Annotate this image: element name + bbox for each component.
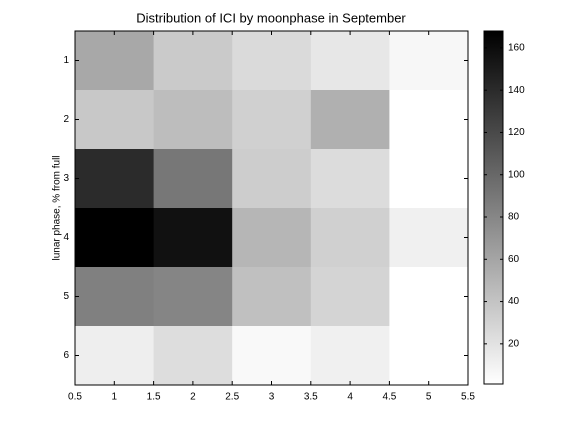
- x-tick-label: 5.5: [461, 392, 475, 403]
- heatmap-cell: [310, 208, 390, 268]
- x-tick-label: 0.5: [68, 392, 82, 403]
- heatmap-cell: [310, 267, 390, 327]
- x-tick-label: 1: [112, 392, 118, 403]
- chart-title: Distribution of ICI by moonphase in Sept…: [136, 10, 406, 25]
- heatmap-cell: [232, 31, 312, 91]
- heatmap-cell: [75, 208, 155, 268]
- y-tick-label: 5: [63, 291, 69, 302]
- heatmap-cell: [232, 208, 312, 268]
- heatmap-cell: [153, 90, 233, 150]
- y-tick-label: 1: [63, 55, 69, 66]
- y-tick-label: 2: [63, 114, 69, 125]
- heatmap-cell: [232, 326, 312, 386]
- colorbar-tick-label: 60: [508, 254, 520, 265]
- heatmap-cell: [75, 31, 155, 91]
- x-tick-label: 3.5: [304, 392, 318, 403]
- heatmap-cell: [389, 267, 469, 327]
- heatmap-cell: [232, 267, 312, 327]
- x-tick-label: 1.5: [147, 392, 161, 403]
- heatmap-cell: [232, 90, 312, 150]
- heatmap-cell: [389, 326, 469, 386]
- x-tick-label: 3: [269, 392, 275, 403]
- axes: 0.5 1 1.5 2 2.5 3 3.5 4 4.5 5 5.5 1 2 3 4 5 6 20 40 60 80 100…: [63, 30, 525, 403]
- heatmap-cell: [75, 326, 155, 386]
- colorbar-tick-label: 160: [508, 43, 525, 54]
- heatmap-cell: [75, 267, 155, 327]
- colorbar-tick-label: 20: [508, 338, 520, 349]
- y-axis-label: lunar phase, % from full: [52, 155, 63, 260]
- heatmap-cell: [389, 31, 469, 91]
- x-tick-label: 2.5: [225, 392, 239, 403]
- heatmap-cell: [389, 208, 469, 268]
- heatmap-cell: [153, 149, 233, 209]
- heatmap-cell: [310, 90, 390, 150]
- heatmap-cells: [75, 31, 469, 386]
- colorbar-frame: [483, 30, 504, 385]
- y-tick-label: 6: [63, 350, 69, 361]
- colorbar: [484, 31, 503, 384]
- heatmap-cell: [153, 208, 233, 268]
- colorbar-tick-label: 80: [508, 212, 520, 223]
- heatmap-cell: [232, 149, 312, 209]
- heatmap-cell: [310, 326, 390, 386]
- heatmap-cell: [75, 90, 155, 150]
- colorbar-tick-label: 100: [508, 169, 525, 180]
- x-tick-label: 2: [190, 392, 196, 403]
- y-tick-label: 3: [63, 173, 69, 184]
- colorbar-tick-label: 140: [508, 85, 525, 96]
- heatmap-cell: [310, 31, 390, 91]
- x-tick-label: 4: [347, 392, 353, 403]
- y-tick-label: 4: [63, 232, 69, 243]
- heatmap-cell: [389, 90, 469, 150]
- heatmap-cell: [153, 326, 233, 386]
- x-tick-label: 5: [426, 392, 432, 403]
- colorbar-tick-label: 120: [508, 127, 525, 138]
- heatmap-cell: [75, 149, 155, 209]
- heatmap-cell: [310, 149, 390, 209]
- heatmap-cell: [389, 149, 469, 209]
- x-tick-label: 4.5: [382, 392, 396, 403]
- heatmap-cell: [153, 31, 233, 91]
- colorbar-tick-label: 40: [508, 296, 520, 307]
- heatmap-cell: [153, 267, 233, 327]
